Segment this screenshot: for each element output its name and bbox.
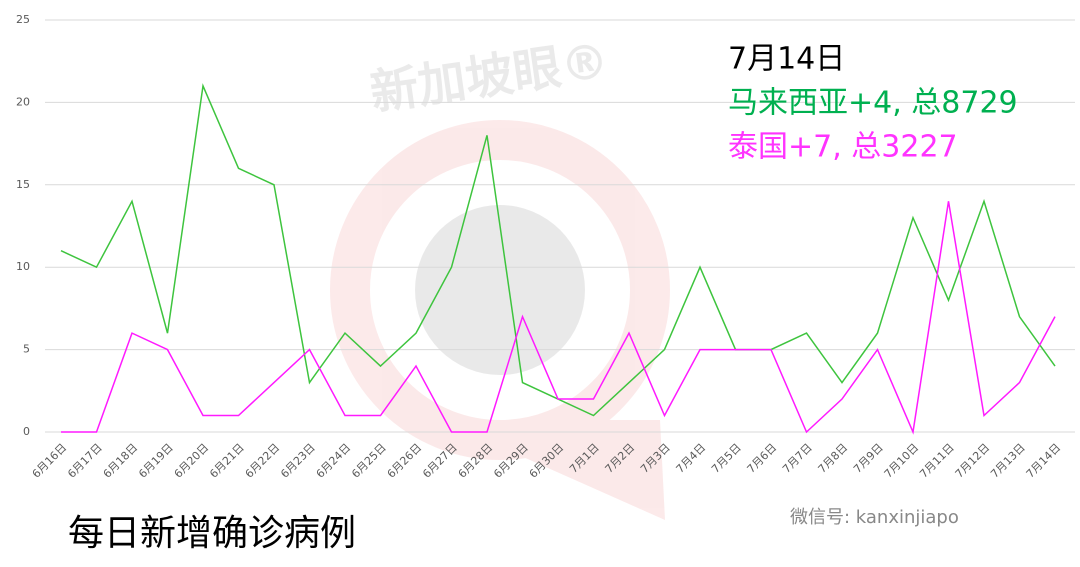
x-tick-label: 6月16日 [30, 441, 70, 481]
y-tick-label: 15 [16, 178, 30, 191]
annotation: 马来西亚+4, 总8729 [728, 86, 1018, 121]
chart-title: 每日新增确诊病例 [68, 513, 356, 554]
x-tick-label: 6月25日 [349, 441, 389, 481]
x-tick-label: 7月10日 [882, 441, 922, 481]
data-line [61, 201, 1056, 435]
y-tick-label: 10 [16, 260, 30, 273]
x-tick-label: 6月20日 [172, 441, 212, 481]
x-tick-label: 6月21日 [207, 441, 247, 481]
y-tick-label: 0 [23, 425, 30, 438]
x-tick-label: 7月4日 [674, 441, 709, 476]
x-tick-label: 7月14日 [1024, 441, 1064, 481]
x-tick-label: 6月23日 [278, 441, 318, 481]
x-tick-label: 6月18日 [101, 441, 141, 481]
y-tick-label: 5 [23, 343, 30, 356]
watermark-text: 新加坡眼® [367, 33, 612, 122]
x-tick-label: 7月7日 [780, 441, 815, 476]
x-tick-label: 6月24日 [314, 441, 354, 481]
wechat-id: 微信号: kanxinjiapo [790, 507, 959, 528]
x-tick-label: 7月11日 [917, 441, 957, 481]
x-tick-label: 6月22日 [243, 441, 283, 481]
annotation: 7月14日 [728, 42, 845, 77]
annotation: 泰国+7, 总3227 [728, 130, 958, 165]
x-tick-label: 6月17日 [65, 441, 105, 481]
x-tick-label: 7月5日 [709, 441, 744, 476]
y-tick-label: 20 [16, 95, 30, 108]
x-tick-label: 7月9日 [851, 441, 886, 476]
x-tick-label: 7月13日 [988, 441, 1028, 481]
x-tick-label: 6月26日 [385, 441, 425, 481]
x-tick-label: 6月19日 [136, 441, 176, 481]
x-tick-label: 7月8日 [816, 441, 851, 476]
x-tick-label: 7月6日 [745, 441, 780, 476]
y-tick-label: 25 [16, 13, 30, 26]
x-tick-label: 7月12日 [953, 441, 993, 481]
